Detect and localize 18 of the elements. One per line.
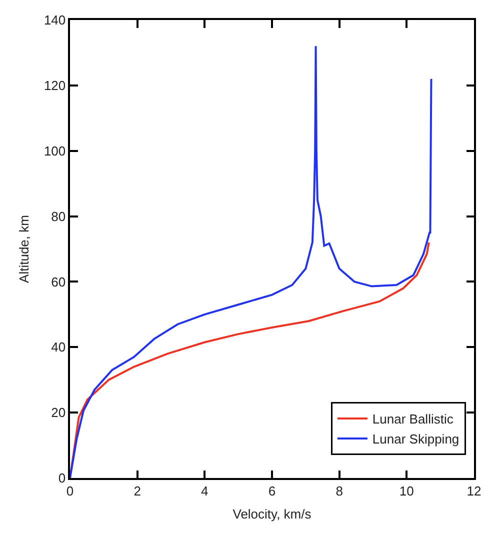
- x-tick-label: 6: [268, 483, 276, 498]
- y-tick-label: 120: [44, 78, 66, 93]
- legend-label: Lunar Ballistic: [372, 412, 454, 427]
- y-tick-label: 40: [51, 340, 66, 355]
- x-tick-label: 4: [201, 483, 208, 498]
- y-tick-label: 0: [58, 470, 66, 486]
- y-tick-label: 20: [51, 405, 66, 420]
- x-tick-label: 12: [466, 483, 482, 498]
- x-axis-title: Velocity, km/s: [232, 506, 312, 522]
- y-tick-label: 60: [51, 274, 66, 290]
- x-tick-label: 2: [134, 483, 141, 498]
- x-tick-label: 8: [336, 483, 343, 498]
- y-tick-label: 140: [44, 12, 66, 28]
- y-tick-label: 80: [51, 208, 66, 224]
- x-tick-label: 10: [399, 483, 414, 498]
- y-axis-title: Altitude, km: [16, 215, 32, 283]
- y-tick-label: 100: [44, 143, 66, 158]
- legend-label: Lunar Skipping: [372, 432, 460, 447]
